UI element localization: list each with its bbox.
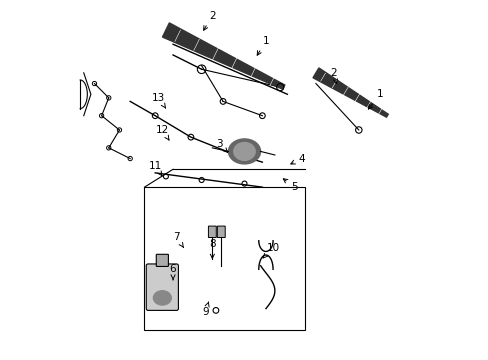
Text: 6: 6: [169, 264, 176, 280]
Text: 11: 11: [148, 161, 162, 176]
Text: 8: 8: [208, 239, 215, 258]
Text: 1: 1: [367, 89, 383, 109]
Ellipse shape: [233, 143, 255, 160]
Text: 10: 10: [263, 243, 279, 258]
Text: 3: 3: [216, 139, 227, 153]
Text: 1: 1: [257, 36, 269, 55]
Text: 9: 9: [202, 302, 209, 317]
Ellipse shape: [228, 139, 260, 164]
Text: 4: 4: [290, 154, 305, 164]
FancyBboxPatch shape: [144, 187, 305, 330]
Text: 2: 2: [330, 68, 337, 84]
Polygon shape: [162, 23, 284, 89]
Polygon shape: [312, 68, 387, 117]
Text: 7: 7: [173, 232, 183, 247]
Text: 2: 2: [203, 11, 215, 30]
FancyBboxPatch shape: [217, 226, 225, 238]
FancyBboxPatch shape: [156, 254, 168, 266]
Ellipse shape: [153, 291, 171, 305]
Text: 12: 12: [155, 125, 169, 140]
Text: 5: 5: [283, 179, 297, 192]
FancyBboxPatch shape: [208, 226, 216, 238]
Text: 13: 13: [152, 93, 165, 108]
FancyBboxPatch shape: [146, 264, 178, 310]
